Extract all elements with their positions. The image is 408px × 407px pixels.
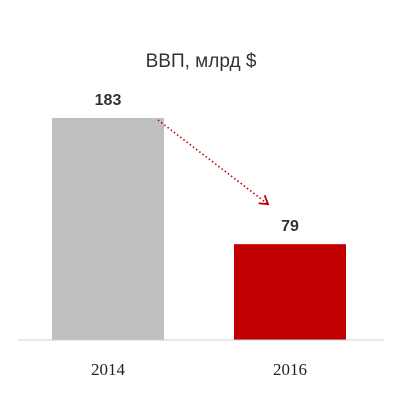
plot-area: 183 2014 79 2016 bbox=[52, 92, 346, 379]
value-label-2014: 183 bbox=[95, 92, 122, 109]
value-label-2016: 79 bbox=[281, 218, 299, 235]
bar-2014 bbox=[52, 118, 164, 340]
x-tick-label-2016: 2016 bbox=[273, 360, 307, 379]
chart-title: ВВП, млрд $ bbox=[146, 51, 257, 72]
bar-2016 bbox=[234, 244, 346, 340]
x-tick-label-2014: 2014 bbox=[91, 360, 126, 379]
decline-arrow bbox=[157, 119, 270, 206]
